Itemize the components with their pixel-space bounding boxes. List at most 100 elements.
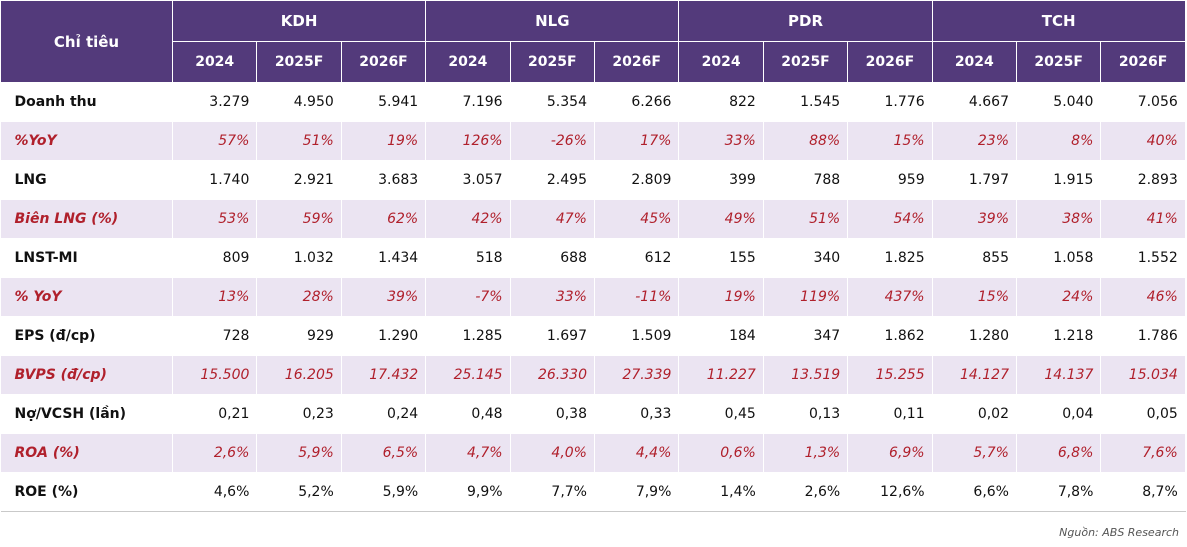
row-label: Biên LNG (%) (0, 199, 173, 239)
table-cell: 0,02 (932, 394, 1018, 434)
table-cell: 6,5% (341, 433, 427, 473)
table-cell: 1.280 (932, 316, 1018, 356)
table-row: EPS (đ/cp) 728 929 1.290 1.285 1.697 1.509 184 3… (0, 316, 1186, 356)
table-cell: 728 (172, 316, 258, 356)
table-cell: 5,9% (256, 433, 342, 473)
table-cell: 17% (594, 121, 680, 161)
table-cell: 1.862 (847, 316, 933, 356)
table-cell: -11% (594, 277, 680, 317)
year-header: 2025F (1015, 41, 1102, 83)
table-cell: 5.941 (341, 82, 427, 122)
table-cell: 788 (763, 160, 849, 200)
table-cell: 51% (763, 199, 849, 239)
row-label: EPS (đ/cp) (0, 316, 173, 356)
table-cell: 5,9% (341, 472, 427, 512)
table-cell: 8% (1016, 121, 1102, 161)
table-cell: 33% (678, 121, 764, 161)
table-cell: 5.354 (510, 82, 595, 122)
table-cell: 3.057 (425, 160, 511, 200)
table-cell: 53% (172, 199, 258, 239)
table-cell: 1.290 (341, 316, 427, 356)
year-header: 2025F (256, 41, 342, 83)
table-cell: 14.127 (932, 355, 1018, 395)
row-label: ROE (%) (0, 472, 173, 512)
table-cell: 47% (510, 199, 595, 239)
table-cell: 688 (510, 238, 595, 278)
table-cell: 62% (341, 199, 427, 239)
table-cell: 59% (256, 199, 342, 239)
table-row: ROA (%) 2,6% 5,9% 6,5% 4,7% 4,0% 4,4% 0,6% 1,3% 6… (0, 433, 1186, 473)
table-cell: 6,9% (847, 433, 933, 473)
table-row: ROE (%) 4,6% 5,2% 5,9% 9,9% 7,7% 7,9% 1,4% 2,6% 1… (0, 472, 1186, 512)
table-cell: 1.509 (594, 316, 680, 356)
table-cell: 27.339 (594, 355, 680, 395)
table-cell: 13.519 (763, 355, 849, 395)
table-cell: 38% (1016, 199, 1102, 239)
table-cell: 14.137 (1016, 355, 1102, 395)
table-cell: 1.776 (847, 82, 933, 122)
table-cell: 7,9% (594, 472, 680, 512)
table-cell: 1.697 (510, 316, 595, 356)
table-cell: 3.683 (341, 160, 427, 200)
table-cell: 1.218 (1016, 316, 1102, 356)
table-cell: 809 (172, 238, 258, 278)
table-cell: 23% (932, 121, 1018, 161)
year-header: 2026F (593, 41, 680, 83)
ticker-header-nlg: NLG (425, 0, 680, 42)
table-cell: 7,8% (1016, 472, 1102, 512)
table-cell: 437% (847, 277, 933, 317)
table-cell: 0,23 (256, 394, 342, 434)
table-cell: 1.285 (425, 316, 511, 356)
year-header: 2026F (340, 41, 427, 83)
table-cell: 0,13 (763, 394, 849, 434)
table-cell: 1.740 (172, 160, 258, 200)
table-cell: 9,9% (425, 472, 511, 512)
table-cell: 11.227 (678, 355, 764, 395)
row-label: BVPS (đ/cp) (0, 355, 173, 395)
table-cell: 15.034 (1100, 355, 1186, 395)
table-cell: 88% (763, 121, 849, 161)
table-cell: 0,05 (1100, 394, 1186, 434)
table-cell: 1.545 (763, 82, 849, 122)
table-cell: 39% (341, 277, 427, 317)
row-label: ROA (%) (0, 433, 173, 473)
table-cell: 1.058 (1016, 238, 1102, 278)
table-cell: 2.921 (256, 160, 342, 200)
table-cell: 19% (678, 277, 764, 317)
table-cell: 0,04 (1016, 394, 1102, 434)
table-cell: 6,8% (1016, 433, 1102, 473)
table-cell: 0,45 (678, 394, 764, 434)
table-cell: 45% (594, 199, 680, 239)
table-cell: 4,4% (594, 433, 680, 473)
table-cell: -26% (510, 121, 595, 161)
table-cell: 7.056 (1100, 82, 1186, 122)
table-cell: 184 (678, 316, 764, 356)
financial-table: Chỉ tiêu KDH NLG PDR TCH 2024 2025F 2026F 2… (0, 0, 1186, 512)
year-header: 2024 (678, 41, 764, 83)
table-cell: 4,0% (510, 433, 595, 473)
table-cell: 0,21 (172, 394, 258, 434)
table-cell: 40% (1100, 121, 1186, 161)
table-cell: 16.205 (256, 355, 342, 395)
year-header: 2024 (425, 41, 511, 83)
table-cell: 54% (847, 199, 933, 239)
ticker-header-pdr: PDR (678, 0, 933, 42)
table-cell: 3.279 (172, 82, 258, 122)
table-cell: 7,6% (1100, 433, 1186, 473)
table-row: Biên LNG (%) 53% 59% 62% 42% 47% 45% 49% 51% 54% 3… (0, 199, 1186, 239)
table-cell: 26.330 (510, 355, 595, 395)
table-cell: 2,6% (172, 433, 258, 473)
table-cell: 46% (1100, 277, 1186, 317)
table-cell: 4.950 (256, 82, 342, 122)
table-cell: 0,6% (678, 433, 764, 473)
year-header: 2024 (931, 41, 1018, 83)
table-cell: 929 (256, 316, 342, 356)
table-cell: 19% (341, 121, 427, 161)
table-cell: 5,2% (256, 472, 342, 512)
table-cell: 15% (847, 121, 933, 161)
table-cell: 0,48 (425, 394, 511, 434)
table-cell: 1.786 (1100, 316, 1186, 356)
row-label: Doanh thu (0, 82, 173, 122)
table-cell: 24% (1016, 277, 1102, 317)
table-cell: 57% (172, 121, 258, 161)
